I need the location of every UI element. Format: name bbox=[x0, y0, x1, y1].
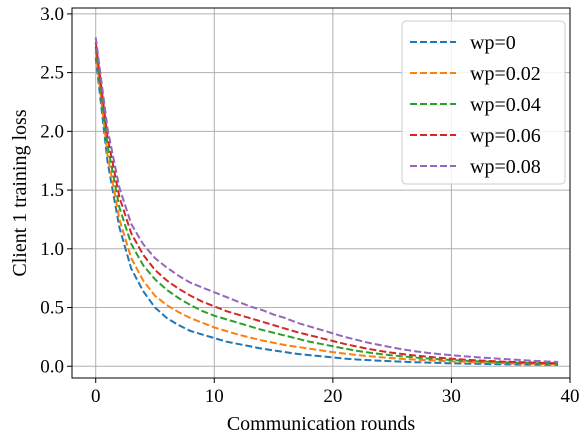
y-tick-label: 2.0 bbox=[40, 121, 64, 142]
legend-label: wp=0 bbox=[470, 32, 516, 54]
x-tick-label: 30 bbox=[442, 386, 461, 407]
y-axis-label: Client 1 training loss bbox=[9, 109, 31, 276]
legend-box bbox=[401, 20, 566, 185]
series-line-wp-0-08 bbox=[94, 37, 559, 364]
x-tick-label: 40 bbox=[561, 386, 580, 407]
legend: wp=0 wp=0.02 wp=0.04 wp=0.06 wp=0.08 bbox=[401, 20, 566, 185]
legend-label: wp=0.06 bbox=[470, 125, 541, 147]
axis-ticks: 0 10 20 30 40 0.0 0.5 1.0 1.5 2.0 2.5 3.0 bbox=[40, 4, 579, 407]
y-tick-label: 0.0 bbox=[40, 356, 64, 377]
y-tick-label: 2.5 bbox=[40, 63, 64, 84]
legend-label: wp=0.08 bbox=[470, 156, 541, 178]
legend-label: wp=0.02 bbox=[470, 63, 541, 85]
x-axis-label: Communication rounds bbox=[227, 413, 416, 435]
x-tick-label: 10 bbox=[205, 386, 224, 407]
legend-label: wp=0.04 bbox=[470, 94, 541, 116]
plot-frame bbox=[71, 7, 571, 379]
y-tick-label: 1.5 bbox=[40, 180, 64, 201]
y-tick-label: 1.0 bbox=[40, 239, 64, 260]
series-lines bbox=[94, 37, 559, 366]
y-tick-label: 0.5 bbox=[40, 298, 64, 319]
x-tick-label: 20 bbox=[323, 386, 342, 407]
series-line-wp-0 bbox=[94, 57, 559, 366]
series-line-wp-0-06 bbox=[94, 41, 559, 365]
y-tick-label: 3.0 bbox=[40, 4, 64, 25]
x-tick-label: 0 bbox=[91, 386, 101, 407]
